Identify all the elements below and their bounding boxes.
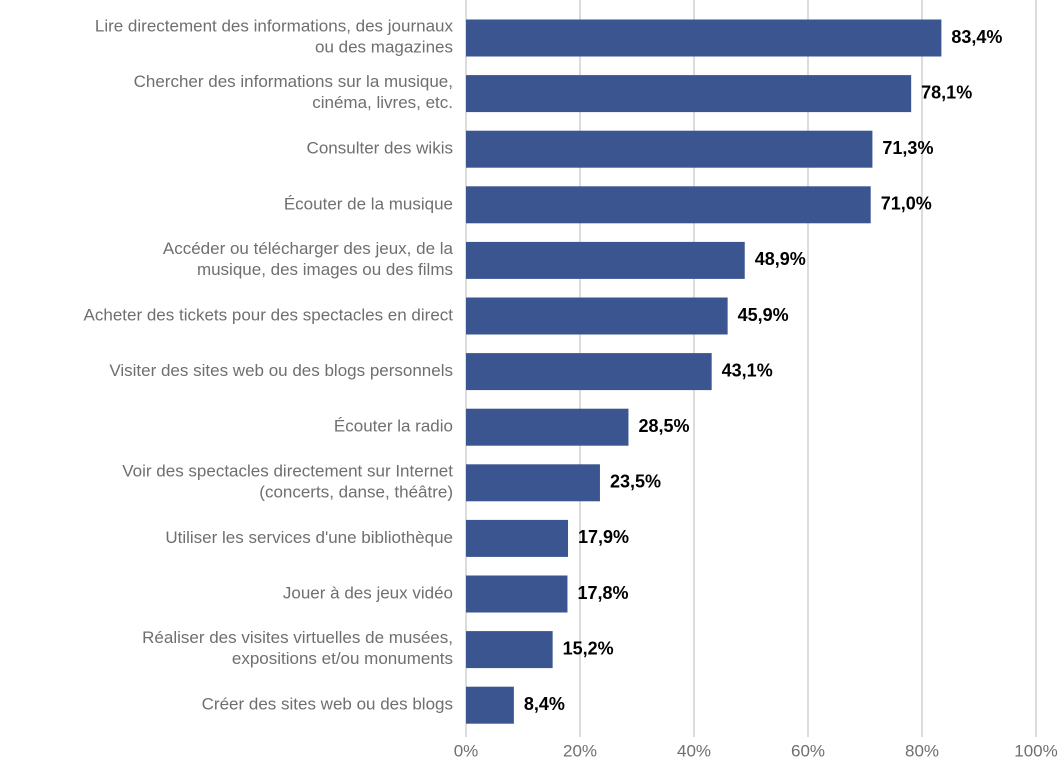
value-label: 43,1% [722,360,773,380]
value-label: 15,2% [563,638,614,658]
value-label: 48,9% [755,249,806,269]
category-label: Acheter des tickets pour des spectacles … [84,305,454,324]
value-label: 78,1% [921,82,972,102]
x-tick-label: 0% [454,741,479,760]
category-label: Voir des spectacles directement sur Inte… [122,462,453,502]
bar [466,464,600,502]
bar [466,186,871,224]
bar [466,686,514,724]
x-tick-label: 40% [677,741,711,760]
bar [466,75,912,113]
bar [466,353,712,391]
value-label: 71,0% [881,194,932,214]
bar [466,408,629,446]
value-label: 45,9% [738,305,789,325]
value-label: 17,9% [578,527,629,547]
value-label: 71,3% [882,138,933,158]
value-label: 23,5% [610,472,661,492]
category-label: Accéder ou télécharger des jeux, de la mu… [163,239,454,279]
category-label: Créer des sites web ou des blogs [202,695,453,714]
bar [466,297,728,335]
category-label: Lire directement des informations, des j… [95,17,454,57]
bar [466,575,568,613]
bar [466,19,942,57]
value-label: 17,8% [577,583,628,603]
x-tick-label: 80% [905,741,939,760]
x-tick-label: 20% [563,741,597,760]
x-tick-label: 100% [1014,741,1057,760]
value-label: 83,4% [951,27,1002,47]
category-label: Jouer à des jeux vidéo [283,583,453,602]
value-label: 8,4% [524,694,565,714]
value-label: 28,5% [638,416,689,436]
category-label: Écouter la radio [334,417,453,436]
category-label: Réaliser des visites virtuelles de musée… [142,629,453,669]
bar [466,130,873,168]
category-label: Chercher des informations sur la musique… [134,73,453,113]
category-label: Écouter de la musique [284,194,453,213]
category-label: Utiliser les services d'une bibliothèque [165,528,453,547]
category-label: Visiter des sites web ou des blogs perso… [109,361,453,380]
bar [466,519,569,557]
category-label: Consulter des wikis [307,139,453,158]
bar [466,631,553,669]
x-tick-label: 60% [791,741,825,760]
bar [466,241,745,279]
